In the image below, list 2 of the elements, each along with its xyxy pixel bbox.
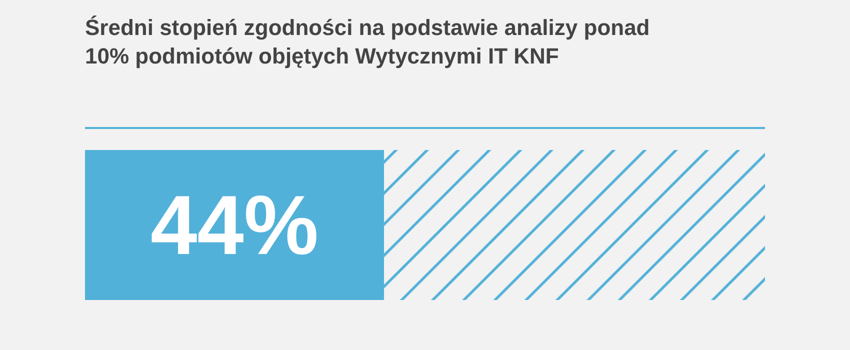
chart-title: Średni stopień zgodności na podstawie analizy ponad 10% podmiotów objętych Wytycznymi IT KNF xyxy=(85,15,650,69)
data-label: 44% xyxy=(150,178,319,272)
